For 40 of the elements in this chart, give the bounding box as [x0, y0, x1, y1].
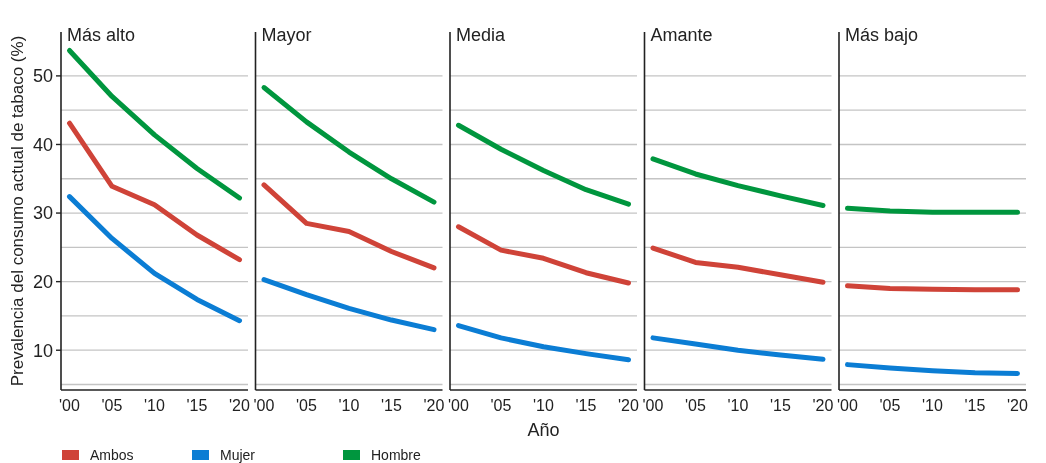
legend-label: Ambos	[90, 446, 134, 463]
legend-label: Mujer	[220, 446, 256, 463]
x-tick-label: '20	[618, 396, 640, 414]
x-tick-label: '15	[575, 396, 597, 414]
y-tick-label: 30	[32, 203, 53, 224]
chart-title: Media	[456, 25, 507, 45]
x-tick-label: '00	[253, 396, 275, 414]
y-tick-label: 20	[32, 271, 53, 292]
x-tick-label: '15	[381, 396, 403, 414]
x-tick-label: '15	[770, 396, 792, 414]
x-tick-label: '00	[448, 396, 470, 414]
x-tick-label: '05	[101, 396, 123, 414]
x-tick-label: '10	[922, 396, 944, 414]
x-tick-label: '05	[296, 396, 318, 414]
y-tick-label: 10	[32, 340, 53, 361]
chart-title: Amante	[650, 25, 713, 45]
y-tick-label: 40	[32, 134, 53, 155]
y-axis-title: Prevalencia del consumo actual de tabaco (%)	[7, 35, 27, 387]
x-tick-label: '15	[964, 396, 986, 414]
x-tick-label: '10	[533, 396, 555, 414]
chart-title: Mayor	[261, 25, 312, 45]
x-tick-label: '00	[59, 396, 81, 414]
x-tick-label: '15	[186, 396, 208, 414]
x-tick-label: '00	[837, 396, 859, 414]
x-tick-label: '05	[490, 396, 512, 414]
x-tick-label: '20	[229, 396, 251, 414]
x-tick-label: '20	[423, 396, 445, 414]
x-tick-label: '05	[685, 396, 707, 414]
x-tick-label: '10	[338, 396, 360, 414]
x-tick-label: '05	[879, 396, 901, 414]
x-tick-label: '20	[1007, 396, 1029, 414]
x-tick-label: '20	[812, 396, 834, 414]
x-axis-title: Año	[527, 420, 560, 441]
chart-title: Más bajo	[845, 25, 919, 45]
legend-label: Hombre	[371, 446, 422, 463]
y-tick-label: 50	[32, 66, 53, 87]
x-tick-label: '10	[727, 396, 749, 414]
x-tick-label: '10	[144, 396, 166, 414]
chart-title: Más alto	[67, 25, 136, 45]
x-tick-label: '00	[642, 396, 664, 414]
